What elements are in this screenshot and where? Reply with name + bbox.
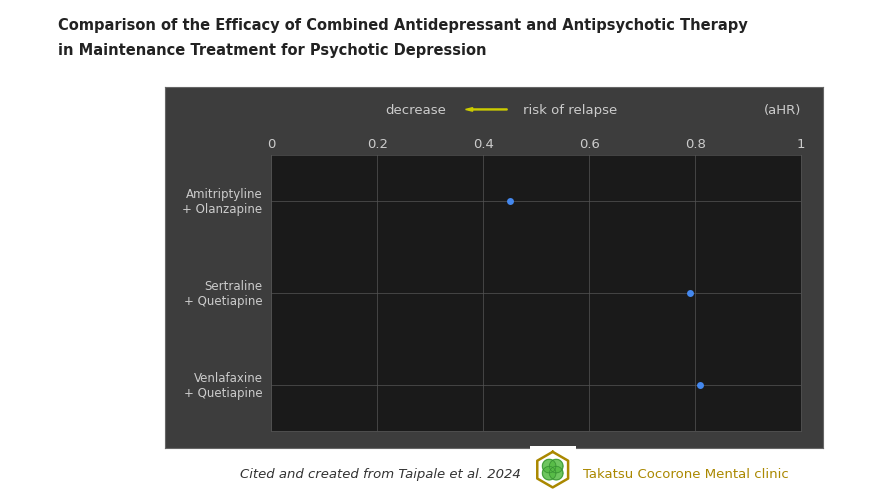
Text: Takatsu Cocorone Mental clinic: Takatsu Cocorone Mental clinic	[583, 467, 789, 480]
Text: Comparison of the Efficacy of Combined Antidepressant and Antipsychotic Therapy: Comparison of the Efficacy of Combined A…	[58, 18, 748, 33]
Text: decrease: decrease	[385, 104, 446, 117]
Text: Sertraline
+ Quetiapine: Sertraline + Quetiapine	[184, 279, 263, 307]
Polygon shape	[549, 459, 563, 473]
Point	[503, 197, 517, 205]
Polygon shape	[549, 466, 563, 480]
Point	[693, 381, 708, 389]
Text: risk of relapse: risk of relapse	[523, 104, 618, 117]
Point	[683, 289, 697, 297]
Text: Venlafaxine
+ Quetiapine: Venlafaxine + Quetiapine	[184, 371, 263, 399]
Text: Amitriptyline
+ Olanzapine: Amitriptyline + Olanzapine	[182, 187, 263, 215]
Text: in Maintenance Treatment for Psychotic Depression: in Maintenance Treatment for Psychotic D…	[58, 43, 486, 58]
Text: Cited and created from Taipale et al. 2024: Cited and created from Taipale et al. 20…	[240, 467, 521, 480]
Text: (aHR): (aHR)	[764, 104, 801, 117]
Polygon shape	[542, 466, 556, 480]
Polygon shape	[542, 459, 556, 473]
